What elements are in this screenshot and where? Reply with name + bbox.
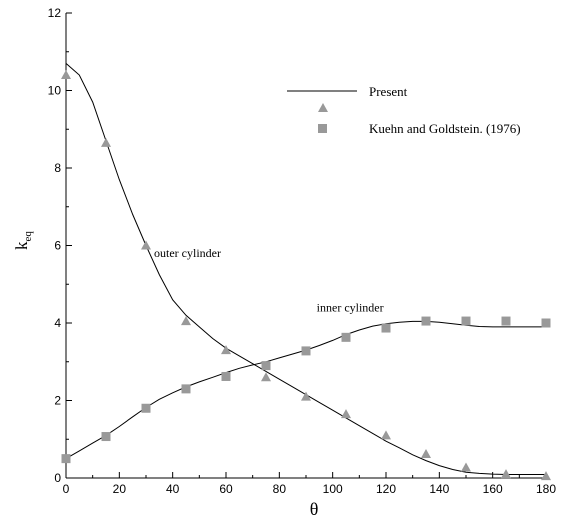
square-point bbox=[501, 316, 511, 326]
svg-text:keq: keq bbox=[12, 231, 34, 250]
legend-label-kuehn-goldstein: Kuehn and Goldstein. (1976) bbox=[369, 121, 521, 136]
triangle-point bbox=[101, 137, 111, 147]
y-axis-title-sub: eq bbox=[22, 231, 34, 242]
y-axis-title-main: k bbox=[12, 241, 31, 250]
y-axis-title: keq bbox=[12, 231, 34, 250]
triangle-point bbox=[341, 409, 351, 419]
triangle-point bbox=[181, 316, 191, 326]
x-tick-label: 160 bbox=[483, 482, 503, 496]
triangle-point bbox=[61, 70, 71, 79]
square-point bbox=[301, 346, 311, 356]
triangle-point bbox=[461, 462, 471, 472]
square-point bbox=[461, 316, 471, 326]
square-point bbox=[381, 323, 391, 333]
triangle-point bbox=[421, 448, 431, 458]
square-point bbox=[101, 432, 111, 442]
y-tick-label: 4 bbox=[54, 316, 61, 330]
legend-label-present: Present bbox=[369, 84, 408, 99]
x-tick-label: 0 bbox=[63, 482, 70, 496]
triangle-point bbox=[501, 469, 511, 479]
x-tick-label: 100 bbox=[323, 482, 343, 496]
x-tick-label: 60 bbox=[219, 482, 233, 496]
y-tick-label: 6 bbox=[54, 239, 61, 253]
x-tick-label: 120 bbox=[376, 482, 396, 496]
square-point bbox=[261, 361, 271, 371]
square-point bbox=[141, 403, 151, 413]
square-point bbox=[341, 332, 351, 342]
y-tick-label: 10 bbox=[48, 84, 62, 98]
triangle-point bbox=[541, 471, 551, 481]
annotation-inner-cylinder: inner cylinder bbox=[317, 300, 384, 314]
x-tick-label: 40 bbox=[166, 482, 180, 496]
triangle-point bbox=[141, 240, 151, 250]
square-point bbox=[421, 316, 431, 326]
legend: Present Kuehn and Goldstein. (1976) bbox=[287, 84, 521, 136]
y-tick-label: 12 bbox=[48, 6, 62, 20]
y-tick-label: 8 bbox=[54, 161, 61, 175]
square-point bbox=[61, 454, 71, 464]
legend-square-marker bbox=[318, 124, 327, 133]
x-tick-label: 180 bbox=[536, 482, 556, 496]
axes: 0 20 40 60 80 100 120 140 160 180 0 2 4 6 8 10 12 bbox=[48, 6, 557, 496]
x-axis-title: θ bbox=[310, 499, 319, 519]
markers bbox=[61, 70, 551, 481]
y-tick-label: 2 bbox=[54, 394, 61, 408]
triangle-point bbox=[381, 430, 391, 440]
annotation-outer-cylinder: outer cylinder bbox=[154, 246, 221, 260]
triangle-point bbox=[261, 372, 271, 382]
x-tick-label: 20 bbox=[113, 482, 127, 496]
legend-triangle-marker bbox=[318, 103, 328, 112]
triangle-point bbox=[301, 391, 311, 401]
triangle-point bbox=[221, 345, 231, 355]
x-tick-label: 80 bbox=[273, 482, 287, 496]
square-point bbox=[541, 318, 551, 328]
series-line-inner-present bbox=[65, 320, 546, 460]
y-tick-label: 0 bbox=[54, 471, 61, 485]
x-tick-label: 140 bbox=[429, 482, 449, 496]
square-point bbox=[221, 371, 231, 381]
square-point bbox=[181, 384, 191, 394]
